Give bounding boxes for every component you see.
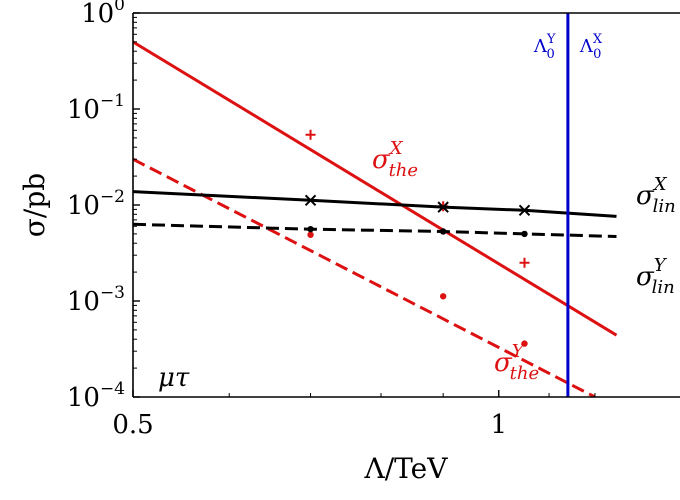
channel-annotation: μτ [158,363,190,393]
x-tick-label: 0.5 [112,410,153,440]
y-tick-label: 10−4 [67,379,125,413]
y-tick-label: 100 [81,0,125,29]
data-point [439,228,447,235]
data-point [437,201,449,213]
data-point [304,194,317,206]
series-line [133,40,618,337]
y-tick-label: 10−3 [67,283,125,317]
x-tick-label: 1 [490,410,507,440]
y-axis-title: σ/pb [18,173,51,237]
data-point [439,293,447,300]
data-point [521,230,528,238]
y-tick-label: 10−1 [67,91,125,125]
data-point [307,231,314,238]
y-tick-label: 10−2 [67,187,125,221]
series-line [133,157,596,397]
data-point [519,257,530,268]
series-line [133,222,617,238]
data-point [307,225,314,233]
series-label: σX lin [636,174,676,217]
threshold-label-left: ΛY 0 [533,32,556,62]
series-1 [133,157,596,397]
series-3 [133,222,617,238]
threshold-label-right: ΛX 0 [579,32,603,62]
x-axis-title: Λ/TeV [364,452,449,485]
axes-layer: 100 10−1 10−2 10−3 10−40.5 1 [67,0,680,440]
series-0 [133,40,618,337]
data-point [305,129,316,140]
data-point [518,204,531,217]
series-2 [133,190,617,218]
labels-layer: Λ/TeV σ/pb σX the σY the σX lin σY lin ΛY 0 ΛX 0 μτ [18,32,676,485]
series-label: σY the [494,341,539,384]
data-point [521,340,528,347]
series-line [133,190,617,218]
series-label: σY lin [636,255,675,298]
series-layer [133,13,618,397]
series-label: σX the [372,138,418,181]
